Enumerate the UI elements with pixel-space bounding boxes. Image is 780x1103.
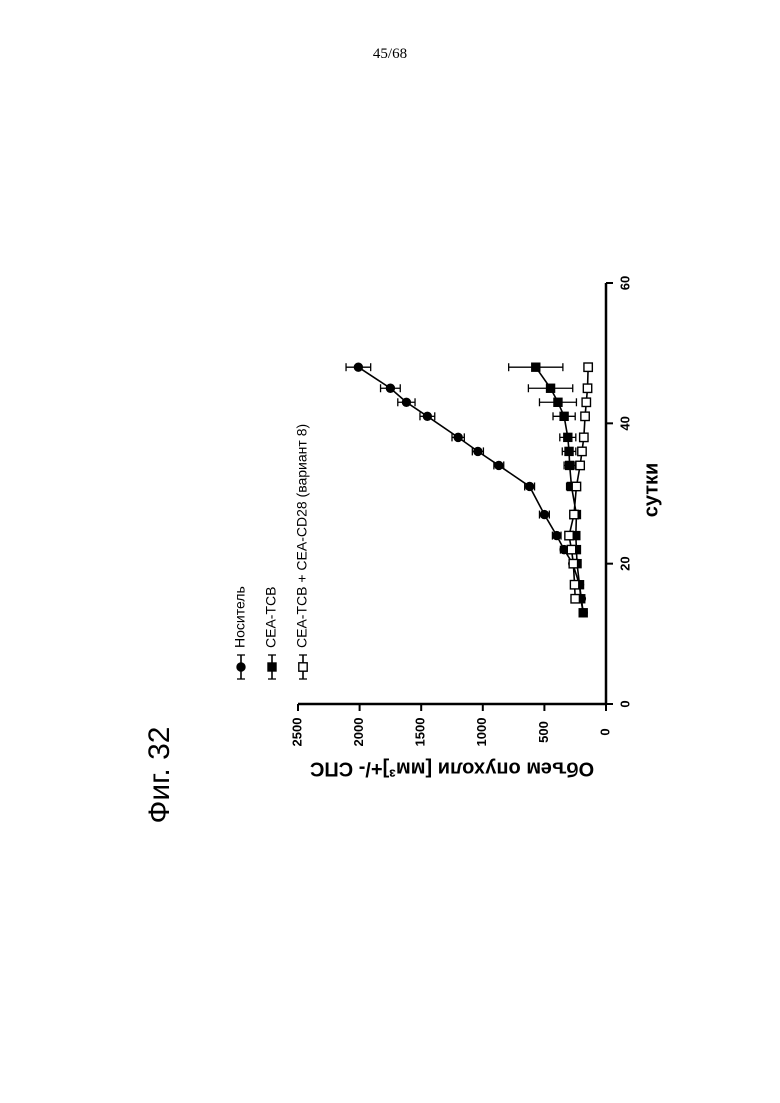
data-point bbox=[572, 482, 580, 490]
x-tick-label: 60 bbox=[617, 276, 632, 290]
legend-item-1: CEA-TCB bbox=[263, 587, 279, 679]
data-point bbox=[578, 447, 586, 455]
series-0 bbox=[346, 363, 587, 617]
data-point bbox=[546, 384, 554, 392]
data-point bbox=[354, 363, 362, 371]
y-tick-label: 500 bbox=[536, 721, 551, 743]
data-point bbox=[540, 510, 548, 518]
x-tick-label: 20 bbox=[617, 556, 632, 570]
series-layer bbox=[346, 363, 592, 617]
legend-item-0: Носитель bbox=[232, 586, 248, 679]
data-point bbox=[474, 447, 482, 455]
x-tick-label: 0 bbox=[617, 700, 632, 707]
data-point bbox=[532, 363, 540, 371]
data-point bbox=[495, 461, 503, 469]
data-point bbox=[579, 609, 587, 617]
legend-marker bbox=[268, 663, 276, 671]
legend-marker bbox=[237, 663, 245, 671]
data-point bbox=[570, 581, 578, 589]
data-point bbox=[553, 531, 561, 539]
data-point bbox=[569, 559, 577, 567]
data-point bbox=[565, 531, 573, 539]
data-point bbox=[576, 461, 584, 469]
data-point bbox=[423, 412, 431, 420]
data-point bbox=[565, 461, 573, 469]
data-point bbox=[386, 384, 394, 392]
legend-marker bbox=[299, 663, 307, 671]
data-point bbox=[582, 398, 590, 406]
legend-label: CEA-TCB + CEA-CD28 (вариант 8) bbox=[294, 424, 310, 648]
data-point bbox=[402, 398, 410, 406]
y-tick-label: 1000 bbox=[474, 718, 489, 747]
data-point bbox=[581, 412, 589, 420]
data-point bbox=[554, 398, 562, 406]
data-point bbox=[565, 447, 573, 455]
data-point bbox=[525, 482, 533, 490]
data-point bbox=[454, 433, 462, 441]
data-point bbox=[584, 363, 592, 371]
y-tick-label: 1500 bbox=[413, 718, 428, 747]
data-point bbox=[567, 545, 575, 553]
data-point bbox=[570, 510, 578, 518]
data-point bbox=[560, 412, 568, 420]
y-tick-label: 2000 bbox=[351, 718, 366, 747]
series-0-line bbox=[358, 367, 583, 613]
legend-label: Носитель bbox=[232, 586, 248, 648]
x-axis-title: сутки bbox=[640, 463, 662, 518]
legend-item-2: CEA-TCB + CEA-CD28 (вариант 8) bbox=[294, 424, 310, 679]
y-tick-label: 0 bbox=[597, 728, 612, 735]
legend: Носитель CEA-TCB CEA-TCB + CEA-CD28 (вариа… bbox=[232, 424, 310, 679]
x-tick-label: 40 bbox=[617, 416, 632, 430]
y-axis-title: Объем опухоли [мм³]+/- СПС bbox=[310, 758, 594, 780]
data-point bbox=[564, 433, 572, 441]
data-point bbox=[571, 595, 579, 603]
legend-label: CEA-TCB bbox=[263, 587, 279, 648]
data-point bbox=[580, 433, 588, 441]
y-tick-label: 2500 bbox=[289, 718, 304, 747]
data-point bbox=[583, 384, 591, 392]
